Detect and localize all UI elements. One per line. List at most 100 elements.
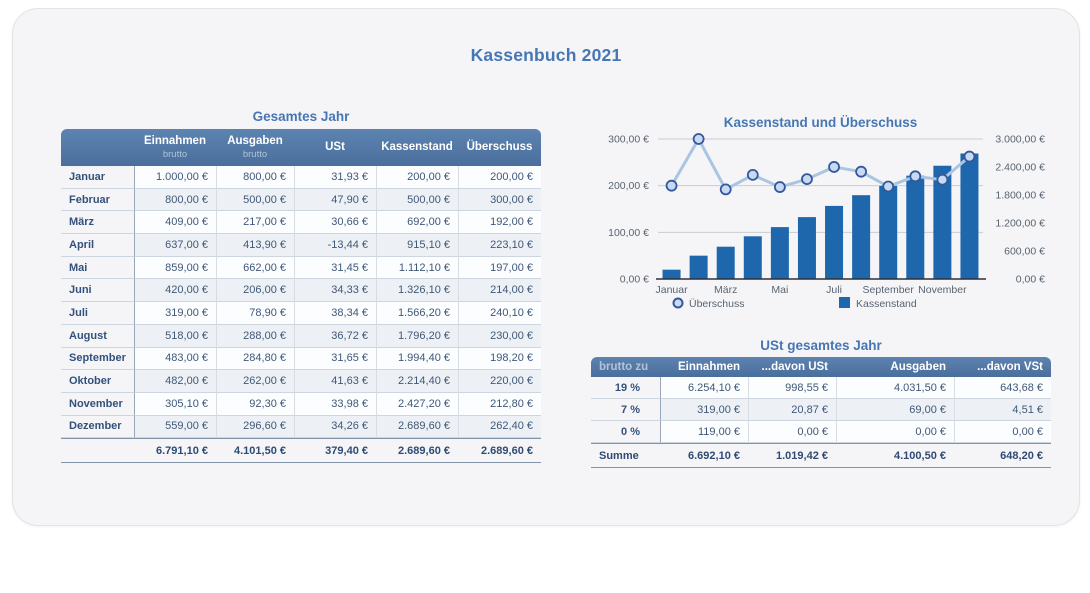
table-cell[interactable]: 38,34 € bbox=[294, 302, 376, 325]
table-cell[interactable]: 240,10 € bbox=[458, 302, 541, 325]
table-cell[interactable]: 483,00 € bbox=[134, 347, 216, 371]
table-cell[interactable]: 692,00 € bbox=[376, 211, 458, 235]
table-cell[interactable]: 4.031,50 € bbox=[836, 377, 954, 399]
bar-kassenstand bbox=[825, 205, 844, 279]
line-marker bbox=[936, 173, 949, 186]
table-cell[interactable]: 518,00 € bbox=[134, 324, 216, 348]
table-cell[interactable]: 217,00 € bbox=[216, 211, 294, 235]
row-label: April bbox=[61, 234, 134, 257]
table-cell[interactable]: 197,00 € bbox=[458, 256, 541, 280]
table-cell[interactable]: 4,51 € bbox=[954, 399, 1051, 421]
table-cell[interactable]: 2.427,20 € bbox=[376, 392, 458, 416]
table-cell[interactable]: 1.326,10 € bbox=[376, 279, 458, 303]
row-label: September bbox=[61, 348, 134, 371]
table-cell[interactable]: 262,40 € bbox=[458, 415, 541, 439]
table-cell[interactable]: 482,00 € bbox=[134, 370, 216, 393]
table-cell[interactable]: 200,00 € bbox=[376, 166, 458, 189]
table-cell[interactable]: 296,60 € bbox=[216, 415, 294, 439]
table-cell[interactable]: 420,00 € bbox=[134, 279, 216, 303]
table-cell[interactable]: 41,63 € bbox=[294, 370, 376, 393]
line-marker bbox=[963, 150, 976, 163]
column-header bbox=[61, 129, 134, 166]
table-cell[interactable]: 6.254,10 € bbox=[660, 377, 748, 399]
table-cell[interactable]: 192,00 € bbox=[458, 211, 541, 235]
table-cell[interactable]: 915,10 € bbox=[376, 234, 458, 257]
row-label: August bbox=[61, 325, 134, 348]
table-cell[interactable]: 78,90 € bbox=[216, 302, 294, 325]
sum-cell: 6.791,10 € bbox=[156, 444, 208, 457]
table-cell[interactable]: -13,44 € bbox=[294, 234, 376, 257]
table-cell[interactable]: 800,00 € bbox=[134, 188, 216, 212]
table-cell[interactable]: 31,65 € bbox=[294, 347, 376, 371]
x-axis-tick: September bbox=[863, 284, 915, 296]
table-cell[interactable]: 0,00 € bbox=[748, 421, 836, 443]
line-marker bbox=[855, 165, 868, 178]
table-cell[interactable]: 223,10 € bbox=[458, 234, 541, 257]
table-row: April 637,00 €413,90 € -13,44 €915,10 €223… bbox=[61, 234, 541, 257]
column-header-label: Kassenstand bbox=[381, 141, 453, 153]
table-cell[interactable]: 500,00 € bbox=[376, 188, 458, 212]
table-cell[interactable]: 0,00 € bbox=[836, 421, 954, 443]
table-cell[interactable]: 200,00 € bbox=[458, 166, 541, 189]
table-cell[interactable]: 1.566,20 € bbox=[376, 302, 458, 325]
column-header-label: Überschuss bbox=[466, 141, 533, 153]
table-cell[interactable]: 500,00 € bbox=[216, 188, 294, 212]
table-cell[interactable]: 998,55 € bbox=[748, 377, 836, 399]
table-cell[interactable]: 800,00 € bbox=[216, 166, 294, 189]
table-cell[interactable]: 300,00 € bbox=[458, 188, 541, 212]
table-cell[interactable]: 119,00 € bbox=[660, 421, 748, 443]
table-cell[interactable]: 198,20 € bbox=[458, 347, 541, 371]
table-cell[interactable]: 0,00 € bbox=[954, 421, 1051, 443]
table-cell[interactable]: 220,00 € bbox=[458, 370, 541, 393]
table-cell[interactable]: 319,00 € bbox=[660, 399, 748, 421]
sum-cell: 4.100,50 € bbox=[894, 449, 946, 462]
table-cell[interactable]: 33,98 € bbox=[294, 392, 376, 416]
table-cell[interactable]: 409,00 € bbox=[134, 211, 216, 235]
table-cell[interactable]: 30,66 € bbox=[294, 211, 376, 235]
table-cell[interactable]: 262,00 € bbox=[216, 370, 294, 393]
table-cell[interactable]: 31,93 € bbox=[294, 166, 376, 189]
table-cell[interactable]: 859,00 € bbox=[134, 256, 216, 280]
table-cell[interactable]: 1.994,40 € bbox=[376, 347, 458, 371]
column-header-sub: brutto bbox=[242, 148, 268, 160]
line-marker bbox=[719, 183, 732, 196]
table-cell[interactable]: 2.214,40 € bbox=[376, 370, 458, 393]
table-cell[interactable]: 305,10 € bbox=[134, 392, 216, 416]
table-cell[interactable]: 662,00 € bbox=[216, 256, 294, 280]
line-marker bbox=[665, 179, 678, 192]
table-cell[interactable]: 559,00 € bbox=[134, 415, 216, 439]
row-label: Oktober bbox=[61, 370, 134, 393]
table-cell[interactable]: 2.689,60 € bbox=[376, 415, 458, 439]
table-row: 0 % 119,00 €0,00 €0,00 €0,00 € bbox=[591, 421, 1051, 443]
table-row: September 483,00 €284,80 €31,65 €1.994,40… bbox=[61, 347, 541, 371]
table-cell[interactable]: 413,90 € bbox=[216, 234, 294, 257]
table-cell[interactable]: 206,00 € bbox=[216, 279, 294, 303]
table-cell[interactable]: 69,00 € bbox=[836, 399, 954, 421]
right-axis-tick: 2.400,00 € bbox=[995, 162, 1045, 174]
table-cell[interactable]: 34,33 € bbox=[294, 279, 376, 303]
table-cell[interactable]: 47,90 € bbox=[294, 188, 376, 212]
x-axis-tick: März bbox=[714, 284, 737, 296]
table-cell[interactable]: 284,80 € bbox=[216, 347, 294, 371]
table-cell[interactable]: 1.796,20 € bbox=[376, 324, 458, 348]
table-cell[interactable]: 92,30 € bbox=[216, 392, 294, 416]
table-cell[interactable]: 319,00 € bbox=[134, 302, 216, 325]
ust-table-title: USt gesamtes Jahr bbox=[760, 338, 882, 353]
table-cell[interactable]: 20,87 € bbox=[748, 399, 836, 421]
table-cell[interactable]: 288,00 € bbox=[216, 324, 294, 348]
column-header-sub: brutto bbox=[162, 148, 188, 160]
table-cell[interactable]: 31,45 € bbox=[294, 256, 376, 280]
line-marker bbox=[773, 181, 786, 193]
column-header: Ausgaben brutto bbox=[216, 129, 294, 166]
table-cell[interactable]: 230,00 € bbox=[458, 324, 541, 348]
legend-label-ueberschuss: Überschuss bbox=[689, 298, 744, 310]
table-cell[interactable]: 637,00 € bbox=[134, 234, 216, 257]
line-marker bbox=[801, 173, 813, 186]
table-cell[interactable]: 643,68 € bbox=[954, 377, 1051, 399]
table-cell[interactable]: 36,72 € bbox=[294, 324, 376, 348]
table-cell[interactable]: 1.000,00 € bbox=[134, 166, 216, 189]
table-cell[interactable]: 1.112,10 € bbox=[376, 256, 458, 280]
table-cell[interactable]: 34,26 € bbox=[294, 415, 376, 439]
table-cell[interactable]: 212,80 € bbox=[458, 392, 541, 416]
table-cell[interactable]: 214,00 € bbox=[458, 279, 541, 303]
